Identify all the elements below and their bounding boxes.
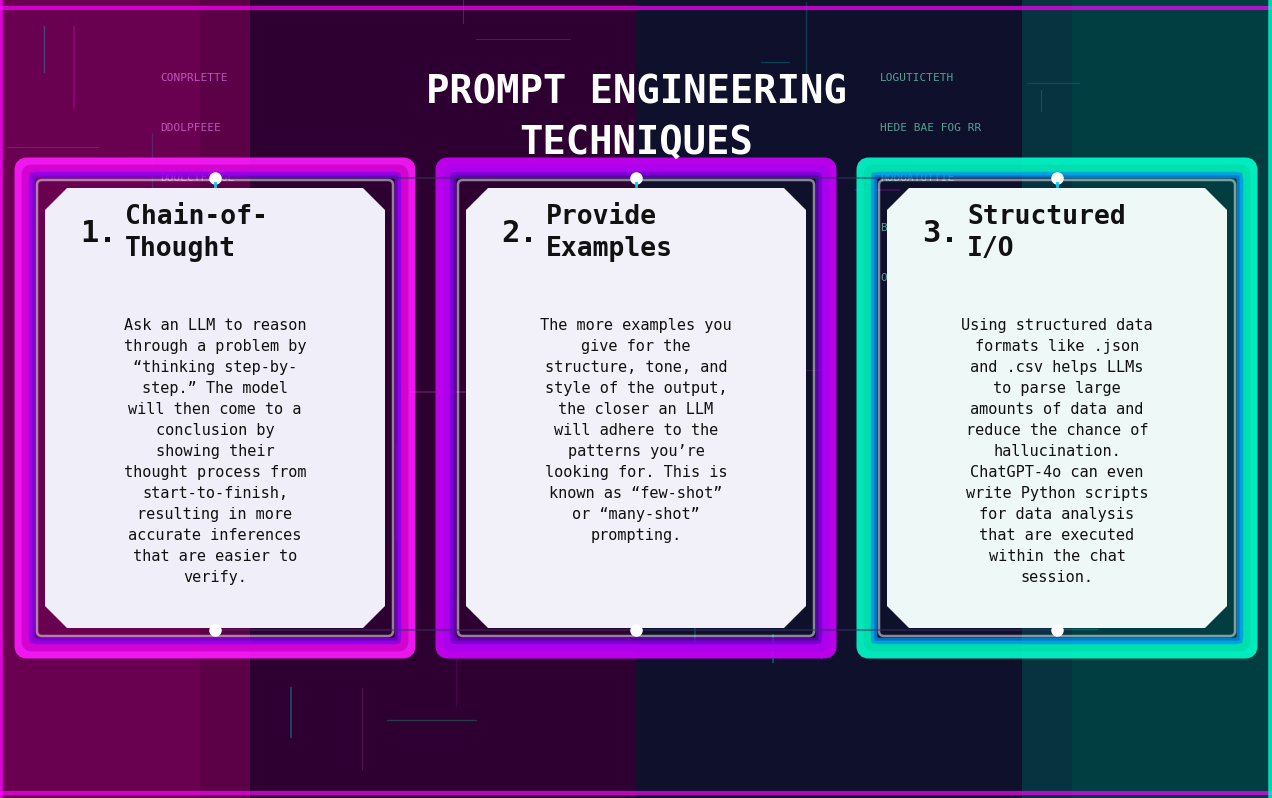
Text: 1.: 1. — [80, 219, 117, 247]
Text: HEDE BAE FOG RR: HEDE BAE FOG RR — [880, 123, 981, 133]
Polygon shape — [45, 188, 385, 628]
Text: Structured
I/O: Structured I/O — [967, 204, 1126, 262]
Polygon shape — [0, 0, 251, 798]
Text: OOFICILN: OOFICILN — [880, 273, 934, 283]
Polygon shape — [636, 0, 1272, 798]
Text: Provide
Examples: Provide Examples — [546, 204, 673, 262]
Text: DOULCTFINGL: DOULCTFINGL — [160, 173, 234, 183]
Text: 3.: 3. — [922, 219, 959, 247]
Polygon shape — [1021, 0, 1272, 798]
Polygon shape — [0, 0, 636, 798]
Polygon shape — [466, 188, 806, 628]
Text: PROMPT ENGINEERING
TECHNIQUES: PROMPT ENGINEERING TECHNIQUES — [426, 74, 846, 162]
Text: Ask an LLM to reason
through a problem by
“thinking step-by-
step.” The model
wi: Ask an LLM to reason through a problem b… — [123, 318, 307, 585]
Text: 2.: 2. — [501, 219, 538, 247]
Polygon shape — [887, 188, 1227, 628]
Text: Chain-of-
Thought: Chain-of- Thought — [125, 204, 268, 262]
Text: The more examples you
give for the
structure, tone, and
style of the output,
the: The more examples you give for the struc… — [541, 318, 731, 543]
Text: CONPRLETTE: CONPRLETTE — [160, 73, 228, 83]
Text: LOGUTICTETH: LOGUTICTETH — [880, 73, 954, 83]
Text: NG LOBRE RST.4: NG LOBRE RST.4 — [160, 273, 254, 283]
Text: RODOATUTTIE: RODOATUTTIE — [880, 173, 954, 183]
Text: Using structured data
formats like .json
and .csv helps LLMs
to parse large
amou: Using structured data formats like .json… — [962, 318, 1152, 585]
Text: DDOLPFEEE: DDOLPFEEE — [160, 123, 221, 133]
Polygon shape — [200, 0, 1072, 798]
Text: BOOTHINDE: BOOTHINDE — [880, 223, 941, 233]
Text: GRNFPD40: GRNFPD40 — [160, 223, 214, 233]
